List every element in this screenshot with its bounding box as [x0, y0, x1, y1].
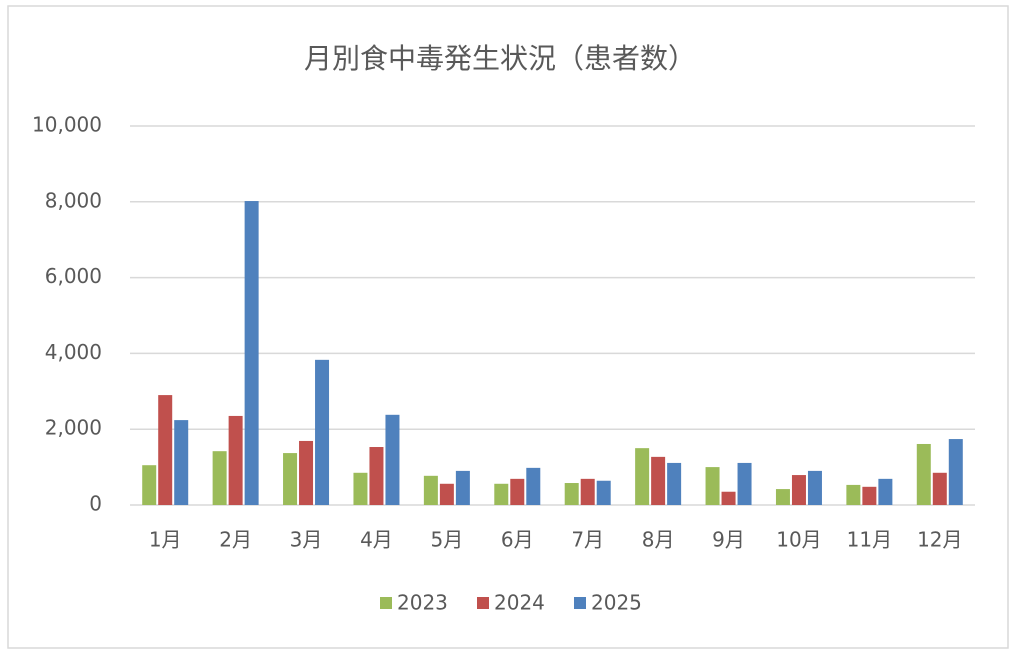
x-tick-label: 8月 — [642, 528, 675, 552]
bar — [878, 478, 893, 505]
y-tick-label: 2,000 — [45, 416, 102, 440]
bar — [651, 456, 666, 505]
x-tick-label: 9月 — [712, 528, 745, 552]
y-tick-label: 4,000 — [45, 340, 102, 364]
bar — [721, 491, 736, 505]
x-tick-label: 1月 — [149, 528, 182, 552]
bar — [244, 201, 259, 506]
y-tick-label: 8,000 — [45, 188, 102, 212]
bar — [737, 462, 752, 505]
bar — [439, 483, 454, 505]
bar — [510, 478, 525, 505]
legend-label: 2023 — [397, 591, 448, 615]
bar — [494, 483, 509, 505]
bar — [315, 359, 330, 505]
bar — [174, 420, 189, 505]
x-tick-label: 2月 — [219, 528, 252, 552]
bar — [142, 465, 157, 505]
bar — [369, 447, 384, 505]
y-tick-label: 10,000 — [32, 113, 102, 137]
bar — [353, 472, 368, 505]
x-tick-label: 10月 — [776, 528, 821, 552]
legend-label: 2025 — [591, 591, 642, 615]
bar — [228, 415, 243, 505]
bar — [807, 470, 822, 505]
chart-title: 月別食中毒発生状況（患者数） — [304, 42, 696, 75]
y-tick-label: 6,000 — [45, 264, 102, 288]
bar — [948, 439, 963, 505]
x-tick-label: 6月 — [501, 528, 534, 552]
bar — [423, 475, 438, 505]
bar — [791, 475, 806, 505]
bar — [932, 472, 947, 505]
bar — [846, 484, 861, 505]
bar — [385, 414, 400, 505]
bar — [635, 448, 650, 505]
legend-label: 2024 — [494, 591, 545, 615]
x-tick-label: 3月 — [290, 528, 323, 552]
bar — [455, 470, 470, 505]
x-tick-label: 4月 — [360, 528, 393, 552]
bar — [299, 440, 314, 505]
bar — [667, 462, 682, 505]
bar — [580, 478, 595, 505]
legend-swatch — [574, 597, 586, 609]
bar — [158, 395, 173, 505]
bar — [212, 451, 227, 505]
bar — [705, 467, 720, 505]
y-tick-label: 0 — [89, 492, 102, 516]
bar — [775, 489, 790, 505]
chart-frame — [7, 5, 1009, 649]
legend-swatch — [477, 597, 489, 609]
legend-swatch — [380, 597, 392, 609]
x-tick-label: 7月 — [571, 528, 604, 552]
bar — [916, 443, 931, 505]
x-tick-label: 5月 — [431, 528, 464, 552]
bar — [596, 480, 611, 505]
bar — [283, 453, 298, 505]
x-tick-label: 12月 — [917, 528, 962, 552]
bar — [862, 486, 877, 505]
bar — [526, 467, 541, 505]
bar — [564, 483, 579, 505]
x-tick-label: 11月 — [847, 528, 892, 552]
